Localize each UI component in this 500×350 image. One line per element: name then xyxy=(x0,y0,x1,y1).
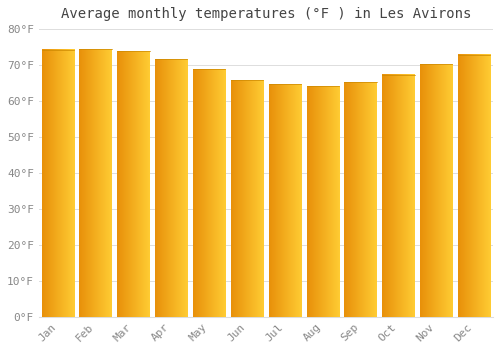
Title: Average monthly temperatures (°F ) in Les Avirons: Average monthly temperatures (°F ) in Le… xyxy=(60,7,471,21)
